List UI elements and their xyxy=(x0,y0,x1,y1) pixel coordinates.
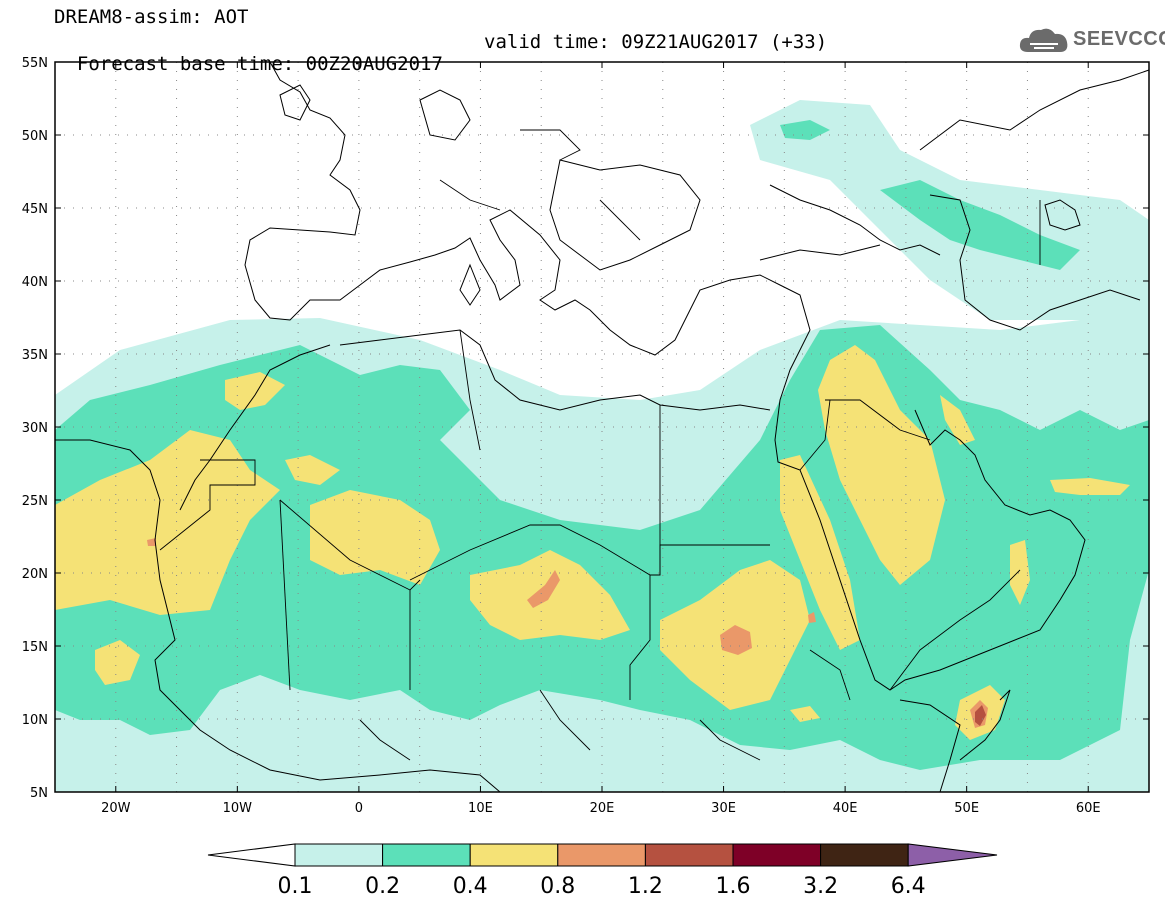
aot-contour-0.4 xyxy=(780,455,860,650)
colorbar-label: 6.4 xyxy=(891,874,926,899)
colorbar-swatch xyxy=(469,843,559,867)
country-borders xyxy=(159,129,1041,761)
colorbar-swatch xyxy=(382,843,471,867)
lat-label: 40N xyxy=(22,275,48,290)
aot-contour-0.2 xyxy=(780,120,830,140)
lon-label: 30E xyxy=(711,801,736,816)
lat-label: 15N xyxy=(22,640,48,655)
aot-contour-1.2 xyxy=(975,705,986,726)
lon-label: 40E xyxy=(833,801,858,816)
aot-contour-0.4 xyxy=(310,490,440,585)
lat-label: 55N xyxy=(22,56,48,71)
valid-time: valid time: 09Z21AUG2017 (+33) xyxy=(484,31,828,53)
aot-contour-0.8 xyxy=(527,570,560,608)
aot-contour-0.4 xyxy=(285,455,340,485)
cloud-icon xyxy=(1019,28,1068,52)
lat-label: 25N xyxy=(22,494,48,509)
aot-contour-0.4 xyxy=(790,706,820,722)
lon-label: 20W xyxy=(101,801,131,816)
aot-contour-0.4 xyxy=(940,395,975,445)
lon-label: 10E xyxy=(468,801,493,816)
colorbar-label: 1.6 xyxy=(716,874,751,899)
lat-label: 5N xyxy=(30,786,48,801)
lon-label: 60E xyxy=(1076,801,1101,816)
colorbar-label: 3.2 xyxy=(803,874,838,899)
colorbar-label: 0.2 xyxy=(365,874,400,899)
seevccc-logo: SEEVCCC xyxy=(1018,22,1165,56)
map-ticks xyxy=(55,61,1149,793)
colorbar-label: 0.8 xyxy=(540,874,575,899)
lon-label: 10W xyxy=(223,801,253,816)
aot-contour-0.4 xyxy=(1010,540,1030,605)
aot-contour-0.8 xyxy=(720,625,752,655)
aot-contour-0.8 xyxy=(147,538,156,546)
colorbar-swatch xyxy=(732,843,822,867)
lat-label: 35N xyxy=(22,348,48,363)
coastlines xyxy=(55,61,1150,793)
colorbar-swatch xyxy=(820,843,909,867)
colorbar-swatch xyxy=(557,843,646,867)
aot-contour-0.4 xyxy=(1050,478,1130,495)
lon-labels: 20W 10W 0 10E 20E 30E 40E 50E 60E xyxy=(101,801,1101,816)
title-line-1: DREAM8-assim: AOT xyxy=(54,6,249,28)
lat-label: 45N xyxy=(22,202,48,217)
lat-label: 30N xyxy=(22,421,48,436)
aot-contour-0.4 xyxy=(95,640,140,685)
lat-labels: 55N 50N 45N 40N 35N 30N 25N 20N 15N 10N 5N xyxy=(22,56,48,801)
colorbar-swatch xyxy=(294,843,384,867)
lon-label: 20E xyxy=(590,801,615,816)
colorbar-upper-arrow xyxy=(907,843,998,867)
colorbar-label: 0.4 xyxy=(453,874,488,899)
colorbar-label: 0.1 xyxy=(278,874,313,899)
colorbar-label: 1.2 xyxy=(628,874,663,899)
colorbar-swatch xyxy=(644,843,734,867)
aot-contour-0.1 xyxy=(55,740,940,792)
base-time: Forecast base time: 00Z20AUG2017 xyxy=(76,53,443,75)
lat-label: 20N xyxy=(22,567,48,582)
aot-contour-0.4 xyxy=(225,372,285,410)
lat-label: 50N xyxy=(22,129,48,144)
logo-text: SEEVCCC xyxy=(1073,28,1165,50)
lon-label: 0 xyxy=(355,801,363,816)
colorbar-lower-arrow xyxy=(207,843,296,867)
lon-label: 50E xyxy=(954,801,979,816)
aot-contour-0.8 xyxy=(808,612,816,623)
aot-contour-0.2 xyxy=(880,180,1080,270)
title-line-2: Forecast base time: 00Z20AUG2017 valid t… xyxy=(54,31,827,97)
aot-contour-0.4 xyxy=(818,345,945,585)
aot-contours xyxy=(55,100,1149,792)
aot-contour-0.4 xyxy=(55,430,280,615)
lat-label: 10N xyxy=(22,713,48,728)
